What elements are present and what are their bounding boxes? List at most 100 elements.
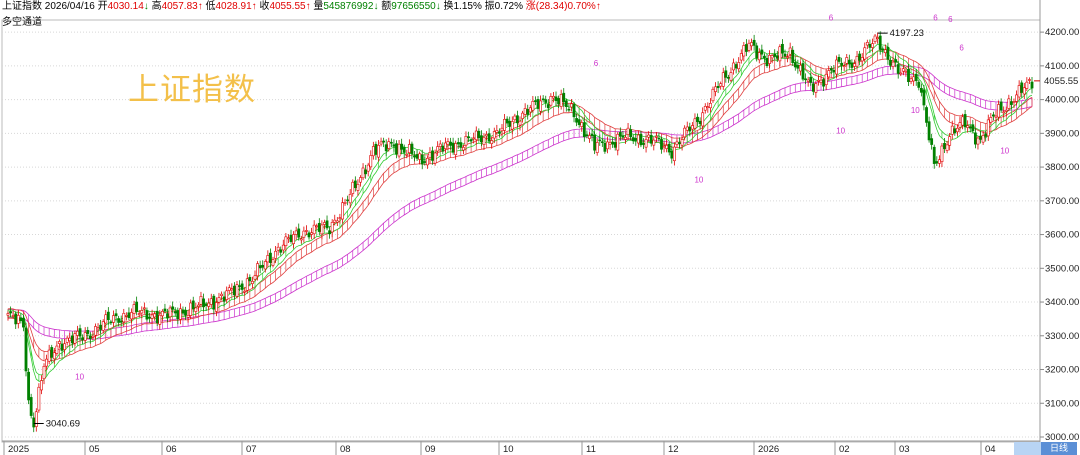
candle-body <box>456 142 460 145</box>
candle-body <box>544 99 548 103</box>
candle-body <box>618 132 622 137</box>
candle-body <box>778 46 782 62</box>
candle-body <box>202 298 205 308</box>
volume-arrow: ↓ <box>373 1 379 12</box>
candle-body <box>135 301 139 312</box>
period-daily-button[interactable]: 日线 <box>1041 442 1077 455</box>
candle-body <box>871 43 874 48</box>
candle-body <box>1020 82 1024 93</box>
candle-body <box>317 222 321 232</box>
candle-body <box>914 73 918 82</box>
indicator-mode-label: 多空通道 <box>2 17 42 28</box>
candle-body <box>42 365 46 379</box>
month-label: 02 <box>839 444 850 455</box>
candle-body <box>1015 94 1018 102</box>
candle-body <box>783 53 787 57</box>
turnover-label: 换 <box>443 1 454 12</box>
candle-body <box>742 45 746 57</box>
candle-body <box>279 249 283 253</box>
close-arrow: ↑ <box>305 1 311 12</box>
candle-body <box>351 181 355 194</box>
candle-body <box>961 116 964 126</box>
candle-body <box>94 326 97 336</box>
candle-body <box>999 101 1003 111</box>
y-tick-label: 3400.00 <box>1045 297 1079 308</box>
candle-body <box>348 194 352 204</box>
month-label: 2025 <box>8 444 29 455</box>
candle-body <box>793 62 797 68</box>
candle-body <box>922 89 926 106</box>
candle-body <box>104 314 108 324</box>
candle-body <box>963 114 967 128</box>
candle-body <box>106 311 110 321</box>
candle-body <box>989 117 993 123</box>
candle-body <box>266 255 270 263</box>
candle-body <box>554 96 558 101</box>
candle-body <box>323 222 326 225</box>
candle-body <box>817 79 820 82</box>
candle-body <box>1030 81 1034 89</box>
candle-body <box>63 343 67 350</box>
candle-body <box>909 78 913 82</box>
candle-body <box>346 199 350 202</box>
candle-body <box>521 112 524 119</box>
chart-scroll-strip[interactable] <box>1014 442 1041 455</box>
candle-body <box>696 116 699 123</box>
candle-body <box>932 146 936 164</box>
candle-body <box>716 86 720 89</box>
candle-body <box>498 131 501 134</box>
candle-body <box>603 142 607 152</box>
candle-body <box>955 127 959 133</box>
candle-body <box>343 202 347 204</box>
candle-body <box>400 143 404 150</box>
candle-body <box>855 56 859 67</box>
candle-body <box>140 310 144 314</box>
candle-body <box>775 55 779 59</box>
candle-body <box>878 35 882 50</box>
candle-body <box>763 55 766 59</box>
candle-body <box>997 104 1000 118</box>
candle-body <box>294 230 298 235</box>
amplitude-value: 0.72% <box>494 1 523 12</box>
candle-body <box>492 131 496 139</box>
candle-body <box>585 134 589 137</box>
candle-body <box>287 237 290 240</box>
candle-body <box>642 143 645 145</box>
high-arrow: ↑ <box>197 1 203 12</box>
open-value: 4030.14 <box>107 1 144 12</box>
candle-body <box>258 265 262 269</box>
candle-body <box>78 328 82 337</box>
candle-body <box>660 139 663 150</box>
candle-body <box>757 52 761 61</box>
candle-body <box>827 70 831 78</box>
candle-body <box>523 108 527 115</box>
candle-body <box>896 64 900 74</box>
candle-body <box>76 330 79 336</box>
candle-body <box>142 307 146 310</box>
candle-body <box>166 313 169 319</box>
candle-body <box>652 139 656 146</box>
y-tick-label: 4200.00 <box>1045 27 1079 38</box>
candle-body <box>299 238 303 241</box>
candle-body <box>953 128 957 134</box>
candle-body <box>639 133 643 146</box>
candle-body <box>986 119 990 137</box>
candle-body <box>371 146 375 157</box>
candle-body <box>976 137 980 145</box>
candle-body <box>503 119 506 131</box>
low-marker-label: 3040.69 <box>46 419 80 430</box>
candle-body <box>148 316 151 319</box>
y-tick-label: 4000.00 <box>1045 95 1079 106</box>
candle-body <box>842 65 846 68</box>
candle-body <box>765 57 769 67</box>
candle-body <box>73 333 77 344</box>
candle-body <box>629 129 633 138</box>
candle-body <box>847 59 851 65</box>
candle-body <box>454 143 458 155</box>
candle-body <box>392 144 396 147</box>
candle-body <box>379 141 383 145</box>
candle-body <box>1004 109 1008 112</box>
candle-body <box>703 106 707 111</box>
candle-body <box>122 312 126 323</box>
